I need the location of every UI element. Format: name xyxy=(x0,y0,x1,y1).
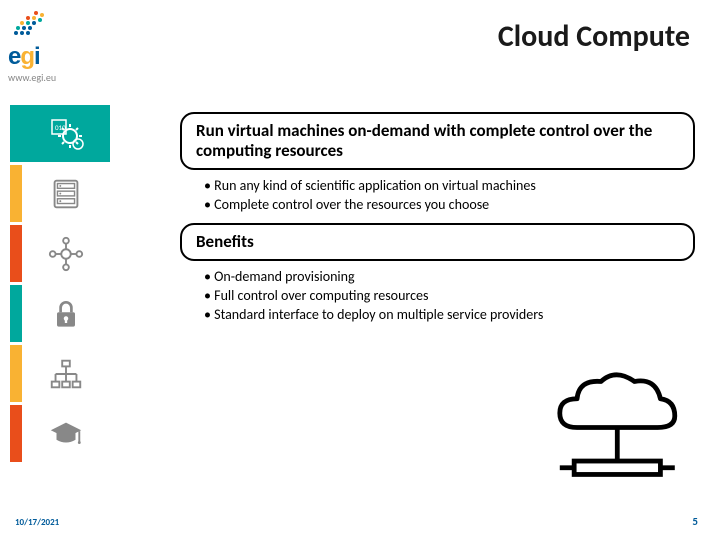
bullet-item: Full control over computing resources xyxy=(204,287,685,306)
sidebar-item-grad xyxy=(10,405,110,465)
panel-title: Run virtual machines on-demand with comp… xyxy=(196,121,679,161)
slide: egi www.egi.eu Cloud Compute 010 Run vir… xyxy=(0,0,720,540)
page-title: Cloud Compute xyxy=(498,18,690,55)
logo-dots-icon xyxy=(8,8,53,38)
grad-icon xyxy=(22,405,110,462)
sidebar-item-server xyxy=(10,165,110,225)
bullet-item: Standard interface to deploy on multiple… xyxy=(204,306,685,325)
network-icon xyxy=(22,225,110,282)
tree-icon xyxy=(22,345,110,402)
sidebar-item-lock xyxy=(10,285,110,345)
panel-bullets-1: On-demand provisioningFull control over … xyxy=(180,263,695,333)
content: Run virtual machines on-demand with comp… xyxy=(180,112,695,333)
sidebar-item-network xyxy=(10,225,110,285)
sidebar: 010 xyxy=(10,105,110,465)
panel-heading-1: Benefits xyxy=(180,223,695,261)
logo: egi www.egi.eu xyxy=(8,8,118,84)
sidebar-item-tree xyxy=(10,345,110,405)
bullet-item: Complete control over the resources you … xyxy=(204,196,685,215)
footer-date: 10/17/2021 xyxy=(15,517,59,528)
sidebar-item-gear: 010 xyxy=(10,105,110,165)
logo-url: www.egi.eu xyxy=(8,71,118,84)
footer-page: 5 xyxy=(692,515,698,528)
gear-icon: 010 xyxy=(22,105,110,162)
panel-bullets-0: Run any kind of scientific application o… xyxy=(180,172,695,223)
panel-title: Benefits xyxy=(196,232,679,252)
bullet-item: On-demand provisioning xyxy=(204,268,685,287)
logo-brand: egi xyxy=(8,43,118,71)
server-icon xyxy=(22,165,110,222)
bullet-item: Run any kind of scientific application o… xyxy=(204,177,685,196)
lock-icon xyxy=(22,285,110,342)
panel-heading-0: Run virtual machines on-demand with comp… xyxy=(180,112,695,170)
cloud-icon xyxy=(540,370,685,485)
